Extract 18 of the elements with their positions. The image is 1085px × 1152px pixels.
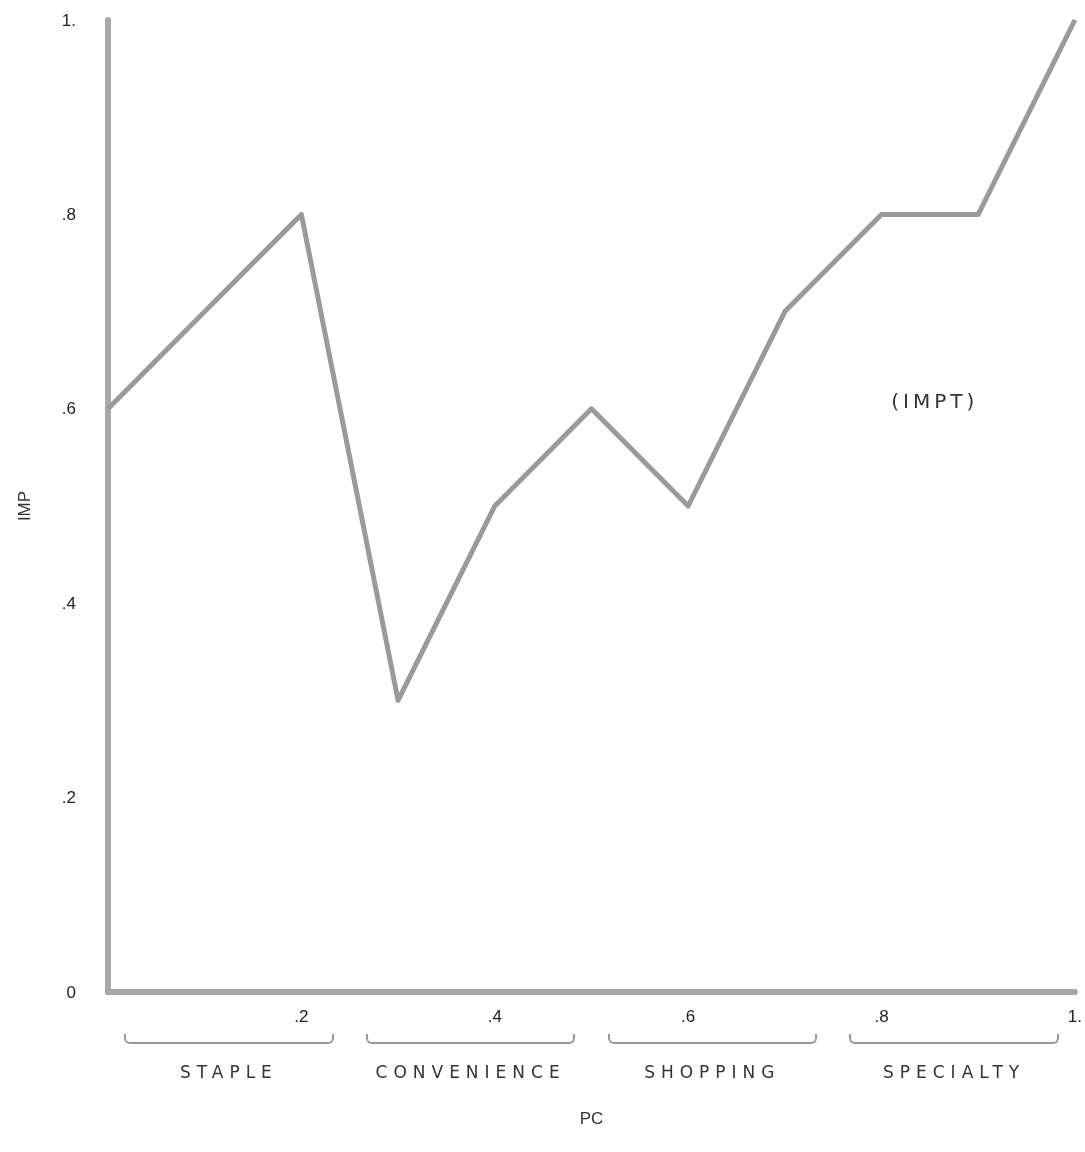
x-tick-label: .2	[294, 1007, 309, 1026]
y-tick-label: .6	[61, 399, 76, 419]
text: SPECIALTY	[882, 1062, 1026, 1082]
x-tick-label: .8	[874, 1007, 889, 1026]
y-tick-label: .2	[61, 788, 76, 808]
x-tick-label: 1.	[1067, 1007, 1082, 1026]
y-tick-label: .4	[61, 593, 76, 613]
text: STAPLE	[179, 1062, 278, 1082]
x-tick-label: .6	[681, 1007, 696, 1026]
y-tick-label: .8	[61, 204, 76, 224]
y-tick-label: 1.	[61, 10, 76, 30]
y-tick-label: 0	[66, 982, 76, 1002]
text: CONVENIENCE	[375, 1062, 566, 1082]
annotation: (IMPT)	[891, 389, 979, 414]
y-axis-title: IMP	[15, 490, 34, 522]
x-tick-label: .4	[487, 1007, 502, 1026]
text: SHOPPING	[644, 1062, 781, 1082]
x-axis-title: PC	[579, 1109, 604, 1128]
